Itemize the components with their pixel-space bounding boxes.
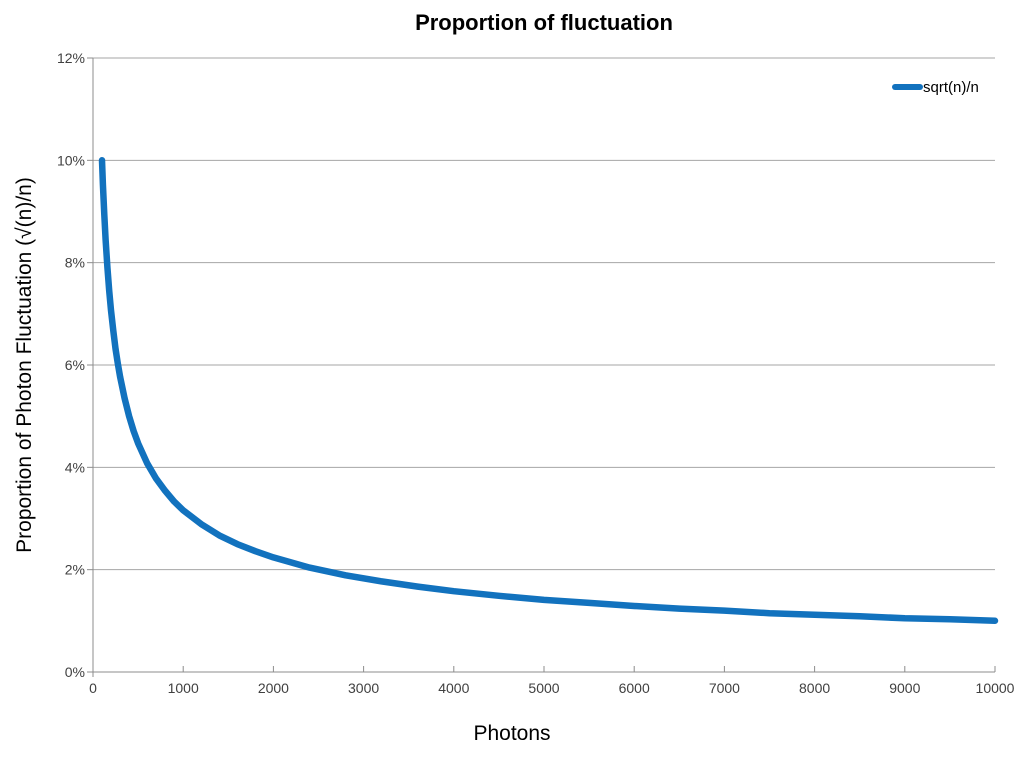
x-tick-label: 3000	[348, 680, 379, 696]
y-tick-label: 4%	[65, 459, 85, 475]
x-tick-label: 9000	[889, 680, 920, 696]
x-tick-label: 8000	[799, 680, 830, 696]
y-tick-label: 12%	[57, 50, 85, 66]
x-axis-title: Photons	[473, 722, 551, 745]
x-tick-label: 10000	[976, 680, 1015, 696]
legend-line-swatch	[892, 84, 923, 90]
x-tick-label: 5000	[528, 680, 559, 696]
legend-series-label: sqrt(n)/n	[923, 78, 979, 96]
x-tick-label: 4000	[438, 680, 469, 696]
y-tick-label: 6%	[65, 357, 85, 373]
legend: sqrt(n)/n	[892, 78, 979, 96]
y-tick-label: 8%	[65, 255, 85, 271]
x-tick-label: 2000	[258, 680, 289, 696]
y-tick-label: 10%	[57, 152, 85, 168]
x-tick-label: 1000	[168, 680, 199, 696]
x-tick-label: 6000	[619, 680, 650, 696]
y-tick-label: 0%	[65, 664, 85, 680]
x-tick-label: 0	[89, 680, 97, 696]
series-line-sqrt-n-over-n	[98, 157, 999, 625]
chart-title: Proportion of fluctuation	[415, 10, 673, 35]
y-tick-label: 2%	[65, 562, 85, 578]
x-tick-label: 7000	[709, 680, 740, 696]
